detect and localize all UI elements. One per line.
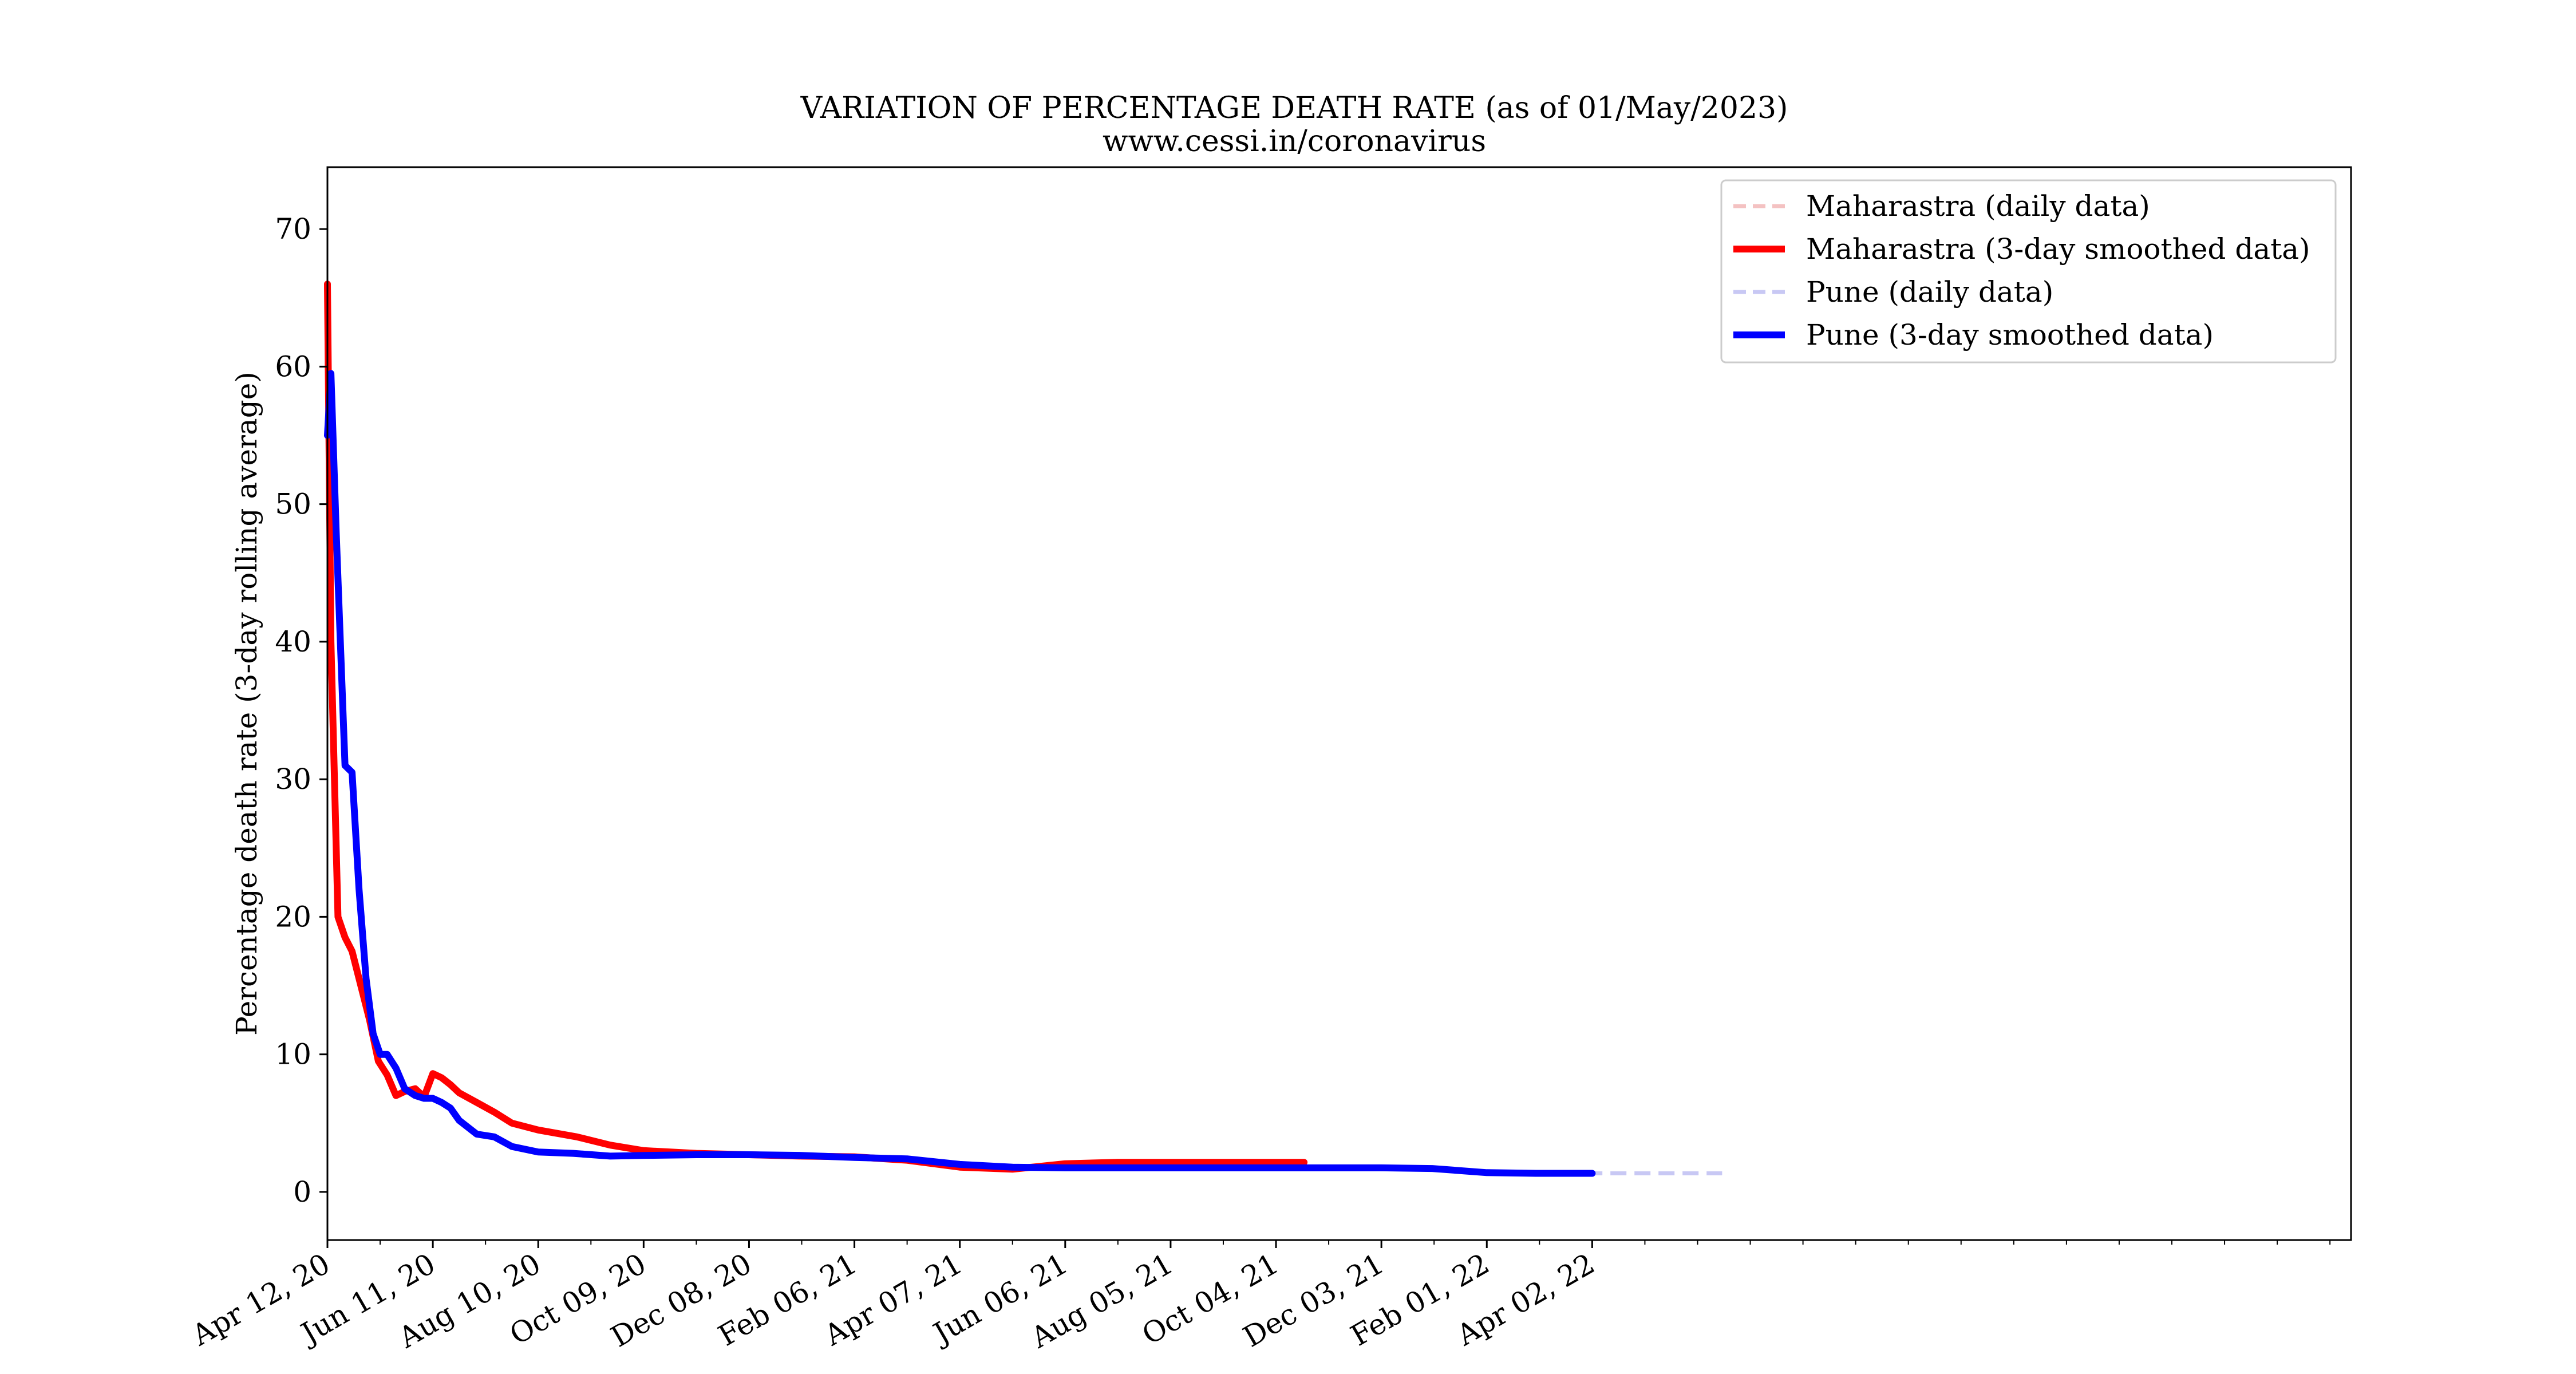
y-tick-label: 0 — [293, 1175, 311, 1209]
legend-box — [1720, 179, 2337, 364]
legend-label: Maharastra (3-day smoothed data) — [1806, 232, 2310, 266]
y-tick-label: 10 — [275, 1038, 311, 1071]
y-tick-label: 40 — [275, 625, 311, 658]
plot-area-frame — [326, 166, 2352, 1241]
legend-label: Pune (3-day smoothed data) — [1806, 318, 2214, 352]
legend: Maharastra (daily data) Maharastra (3-day… — [1720, 179, 2337, 364]
series-line-1 — [325, 284, 1305, 1171]
series-line-3 — [325, 371, 1722, 1175]
y-axis: 0 10 20 30 40 50 60 70 — [275, 212, 327, 1209]
y-tick-label: 50 — [275, 488, 311, 521]
chart-subtitle: www.cessi.in/coronavirus — [1103, 124, 1486, 159]
y-tick-label: 60 — [275, 350, 311, 383]
series-line-4 — [324, 370, 1596, 1177]
y-tick-label: 20 — [275, 900, 311, 933]
y-tick-label: 30 — [275, 763, 311, 796]
y-axis-label: Percentage death rate (3-day rolling ave… — [230, 372, 263, 1036]
series-layer — [324, 281, 1722, 1177]
legend-label: Maharastra (daily data) — [1806, 189, 2150, 223]
legend-label: Pune (daily data) — [1806, 275, 2053, 309]
y-tick-label: 70 — [275, 212, 311, 246]
chart-title: VARIATION OF PERCENTAGE DEATH RATE (as o… — [800, 91, 1788, 125]
series-line-2 — [324, 281, 1308, 1173]
